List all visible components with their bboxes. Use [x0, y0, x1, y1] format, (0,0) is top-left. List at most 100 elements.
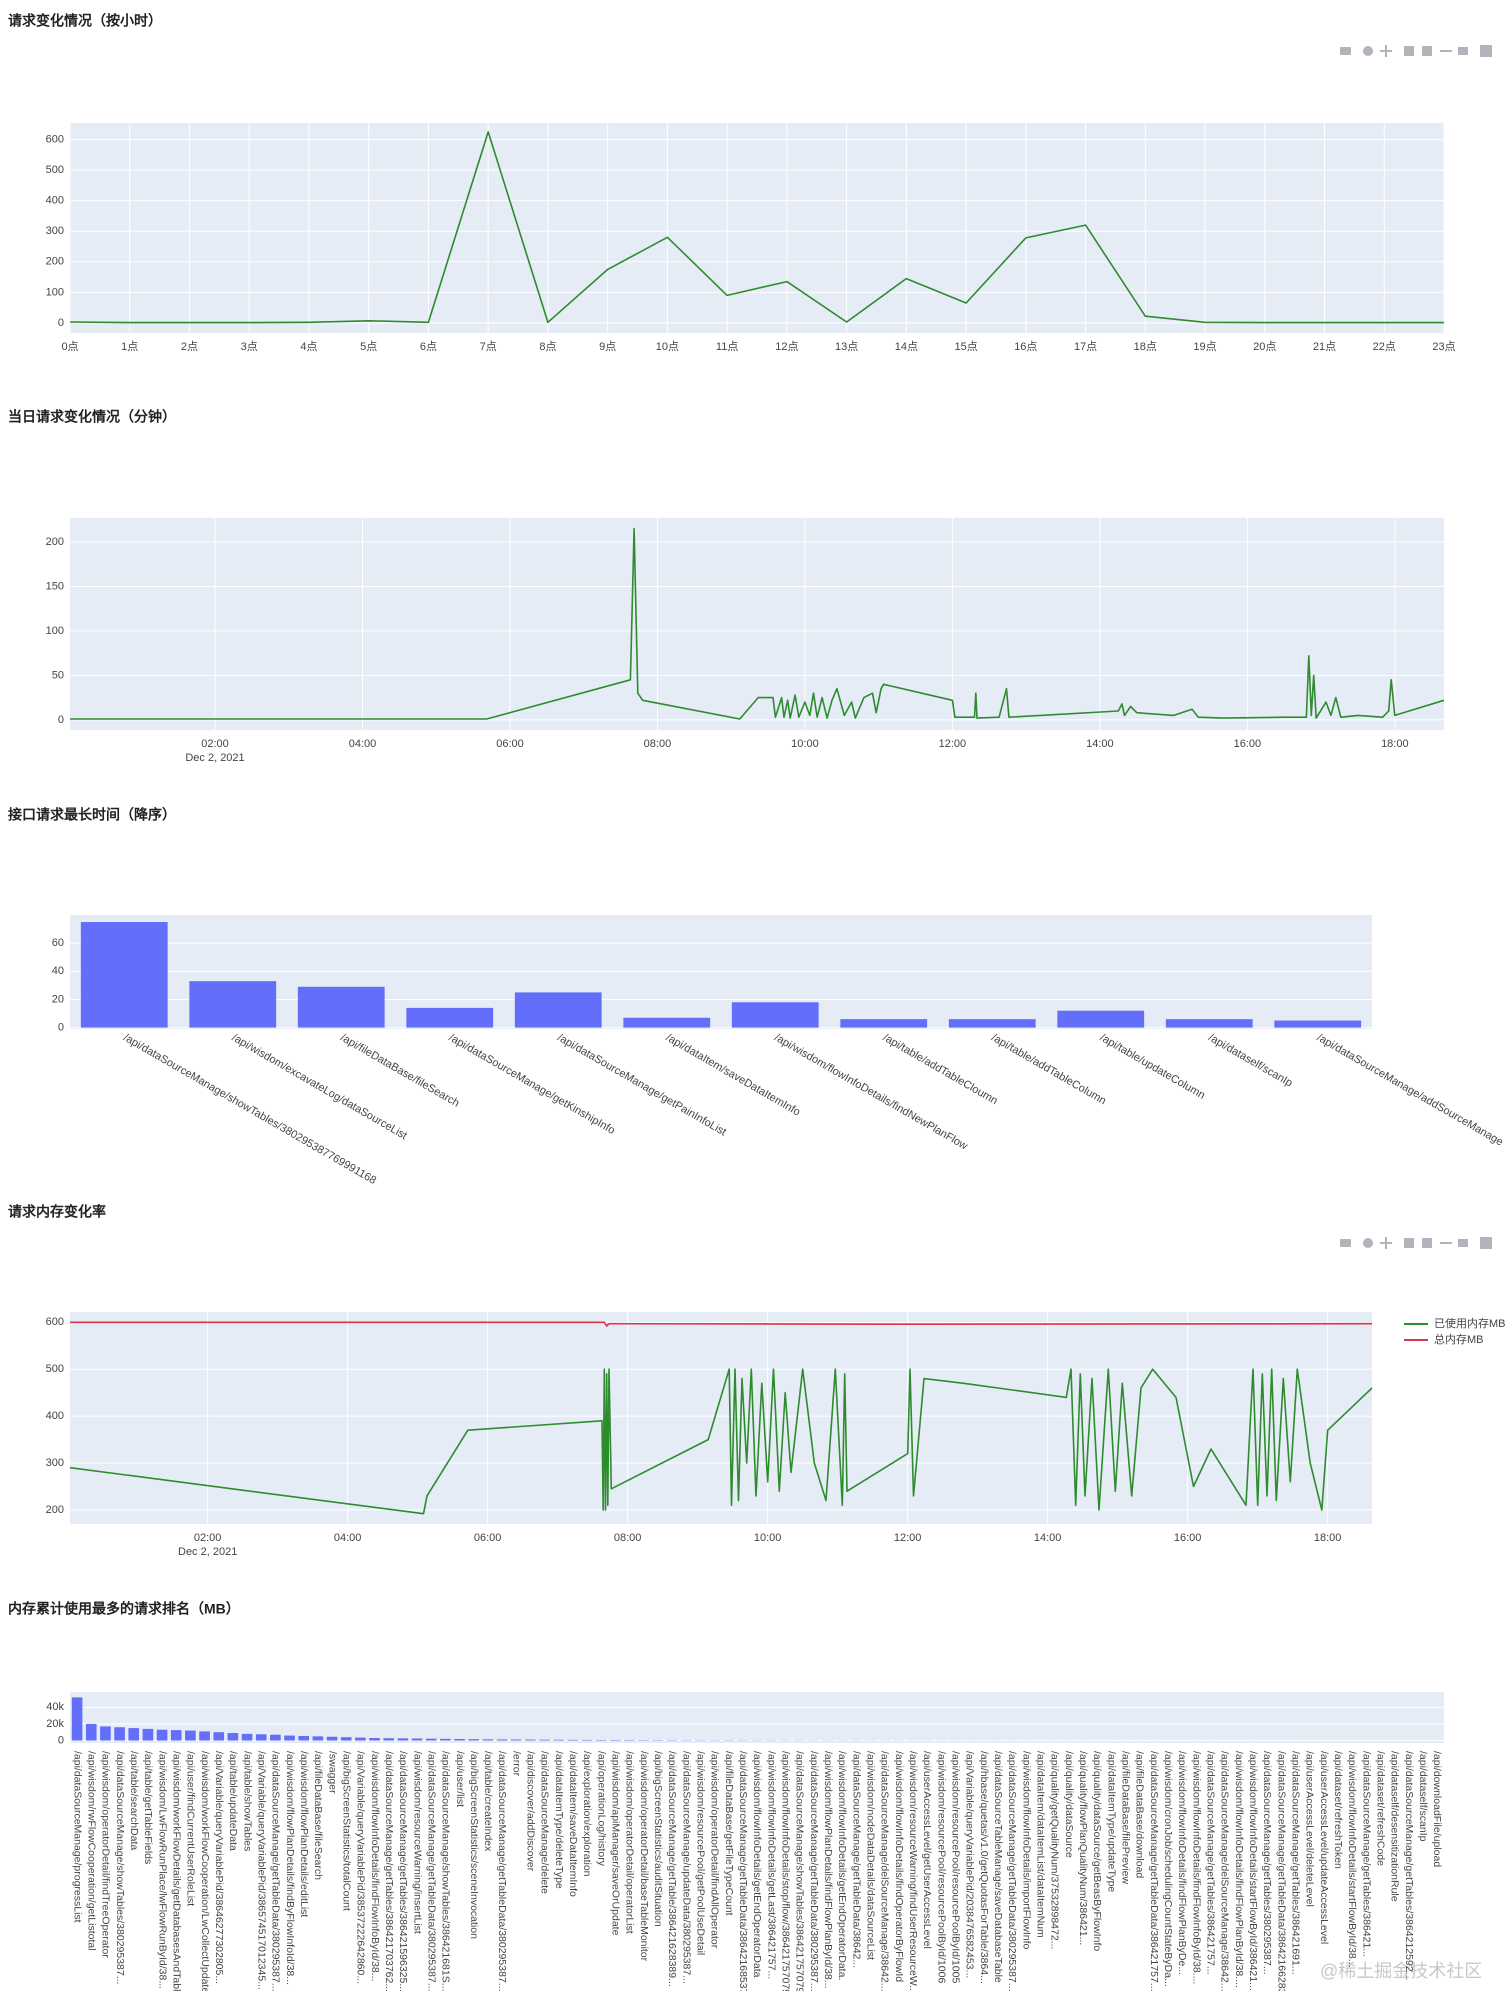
bar: [100, 1726, 111, 1741]
x-tick-label: /api/dataSourceManage/showTables/3802953…: [121, 1032, 378, 1187]
x-tick-label: /api/wisdom/flowInfoDetails/findFlowPlan…: [1176, 1751, 1188, 1975]
legend-label: 总内存MB: [1434, 1332, 1484, 1346]
bar: [199, 1731, 210, 1741]
x-tick-label: 5点: [360, 340, 377, 353]
x-tick-label: /api/quality/flowPlanQualityNum/386421..…: [1077, 1751, 1089, 1945]
x-tick-label: 16:00: [1174, 1532, 1202, 1544]
y-tick-label: 100: [46, 625, 64, 637]
x-tick-label: /api/wisdom/operatorDetail/findTreeOpera…: [100, 1751, 112, 1958]
x-tick-label: /api/wisdom/operatorDetail/operatorList: [624, 1751, 636, 1934]
y-tick-label: 20: [52, 993, 64, 1005]
y-tick-label: 0: [58, 1021, 64, 1033]
x-tick-label: /api/wisdom/flowInfoDetails/getEndOperat…: [751, 1751, 763, 1978]
x-tick-label: 18:00: [1314, 1532, 1342, 1544]
bar: [185, 1730, 196, 1741]
y-tick-label: 100: [46, 286, 64, 298]
x-tick-label: /api/fileDataBase/fileSearch: [338, 1032, 461, 1110]
x-tick-label: /api/operationLog/history: [595, 1751, 607, 1867]
x-tick-label: /api/dataSourceManage/getTables/38642169…: [1289, 1751, 1301, 1975]
y-tick-label: 300: [46, 225, 64, 237]
x-tick-label: 15点: [954, 340, 977, 353]
bar: [85, 1723, 97, 1741]
x-tick-label: 04:00: [334, 1532, 362, 1544]
y-tick-label: 600: [46, 1316, 64, 1328]
bar: [539, 1739, 550, 1741]
x-tick-label: /api/wisdom/apiManager/saveOrUpdate: [610, 1751, 622, 1936]
x-tick-label: /api/table/getTableFields: [142, 1751, 154, 1864]
x-tick-label: /api/dataSourceManage/getTableData/38029…: [808, 1751, 820, 1991]
x-tick-label: /api/dataSourceManage/getKinshipInfo: [447, 1032, 617, 1137]
x-tick-label: 12点: [775, 340, 798, 353]
bar: [468, 1739, 480, 1741]
bar: [510, 1739, 522, 1741]
x-tick-label: 10:00: [754, 1532, 782, 1544]
x-tick-label: /api/dataSourceManage/delete: [539, 1751, 551, 1894]
x-tick-label: /api/dataSourceManage/getTableData/38642…: [737, 1751, 749, 1991]
modebar[interactable]: [1340, 45, 1492, 57]
x-tick-label: 23点: [1432, 340, 1455, 353]
x-tick-label: /api/wisdom/flowPlanDetails/findByFlowIn…: [284, 1751, 296, 1985]
bar: [355, 1737, 366, 1741]
x-tick-label: /api/table/addTableCloumn: [881, 1032, 1000, 1108]
x-tick-label: /api/wisdom/workFlowCooperation/LwCollec…: [199, 1751, 211, 1991]
x-tick-label: /api/dataSourceManage/showTables/3864217…: [794, 1751, 806, 1991]
x-tick-label: /api/wisdom/cronJob/schedulingCountState…: [1162, 1751, 1174, 1987]
x-tick-label: /api/dataSourceManage/showTables/3802953…: [114, 1751, 126, 1985]
x-tick-label: 21点: [1313, 340, 1336, 353]
plot-area: [70, 518, 1444, 730]
x-tick-label: 4点: [300, 340, 317, 353]
x-tick-label: /api/dataSourceManage/updateData/3802953…: [680, 1751, 692, 1984]
y-tick-label: 40: [52, 965, 64, 977]
x-tick-label: /api/discover/addDiscover: [525, 1751, 537, 1872]
x-tick-label: 12:00: [894, 1532, 922, 1544]
x-tick-label: /api/dataSourceManage/getTables/38642175…: [1204, 1751, 1216, 1975]
y-tick-label: 20k: [46, 1718, 64, 1730]
legend-label: 已使用内存MB: [1434, 1316, 1506, 1330]
bar: [213, 1732, 225, 1741]
plot-area: [70, 1692, 1444, 1743]
x-tick-label: 9点: [599, 340, 616, 353]
plot-area: [70, 123, 1444, 333]
modebar[interactable]: [1340, 1237, 1492, 1249]
x-tick-label: /api/userAccessLevel/updateAccessLevel: [1318, 1751, 1330, 1944]
x-tick-label: /api/dataSourceManage/getTableData/38642…: [850, 1751, 862, 1968]
x-tick-label: 14点: [895, 340, 918, 353]
bar: [425, 1738, 437, 1741]
x-tick-label: /api/Variable/queryVariablePid/385372226…: [355, 1751, 367, 1984]
x-tick-label: /api/wisdom/flowInfoDetails/getLast/3864…: [765, 1751, 777, 1979]
x-tick-label: /api/wisdom/workFlowDetails/getDatabases…: [170, 1751, 182, 1991]
x-tick-label: /api/wisdom/LwFlowRunPlace/lwFlowRunById…: [156, 1751, 168, 1989]
x-tick-label: /api/quality/dataSource: [1063, 1751, 1075, 1858]
x-tick-label: /api/dataSourceManage/getTableData/38029…: [425, 1751, 437, 1991]
x-tick-label: 18点: [1134, 340, 1157, 353]
x-tick-label: /api/table/updateData: [227, 1751, 239, 1851]
x-tick-label: 14:00: [1086, 738, 1114, 750]
y-tick-label: 200: [46, 536, 64, 548]
x-date-label: Dec 2, 2021: [185, 752, 244, 764]
bar: [297, 986, 385, 1028]
chart-title: 内存累计使用最多的请求排名（MB）: [8, 1601, 240, 1617]
bar: [595, 1739, 607, 1741]
y-tick-label: 300: [46, 1457, 64, 1469]
bar: [298, 1735, 310, 1741]
x-tick-label: 02:00: [194, 1532, 222, 1544]
x-tick-label: /api/wisdom/flowInfoDetails/findOperator…: [893, 1751, 905, 1982]
y-tick-label: 150: [46, 580, 64, 592]
x-tick-label: /swagger: [326, 1751, 338, 1794]
x-tick-label: /api/dataself/scanIp: [1417, 1751, 1429, 1842]
x-tick-label: /api/dataSourceManage/getTableData/38029…: [496, 1751, 508, 1991]
x-tick-label: /api/downloadFile/upload: [1431, 1751, 1443, 1867]
x-tick-label: /api/wisdom/resourceWarning/insertList: [411, 1751, 423, 1934]
x-tick-label: /api/userAccessLevel/getUserAccessLevel: [921, 1751, 933, 1949]
x-tick-label: 22点: [1373, 340, 1396, 353]
x-tick-label: /api/wisdom/flowInfoDetails/findFlowPlan…: [1233, 1751, 1245, 1988]
bar: [482, 1739, 494, 1741]
x-tick-label: 10点: [656, 340, 679, 353]
x-tick-label: 1点: [121, 340, 138, 353]
x-tick-label: /api/userAccessLevel/deleteLevel: [1304, 1751, 1316, 1907]
x-tick-label: 04:00: [349, 738, 377, 750]
x-tick-label: /api/dataItem/saveDataItemInfo: [567, 1751, 579, 1897]
y-tick-label: 500: [46, 164, 64, 176]
